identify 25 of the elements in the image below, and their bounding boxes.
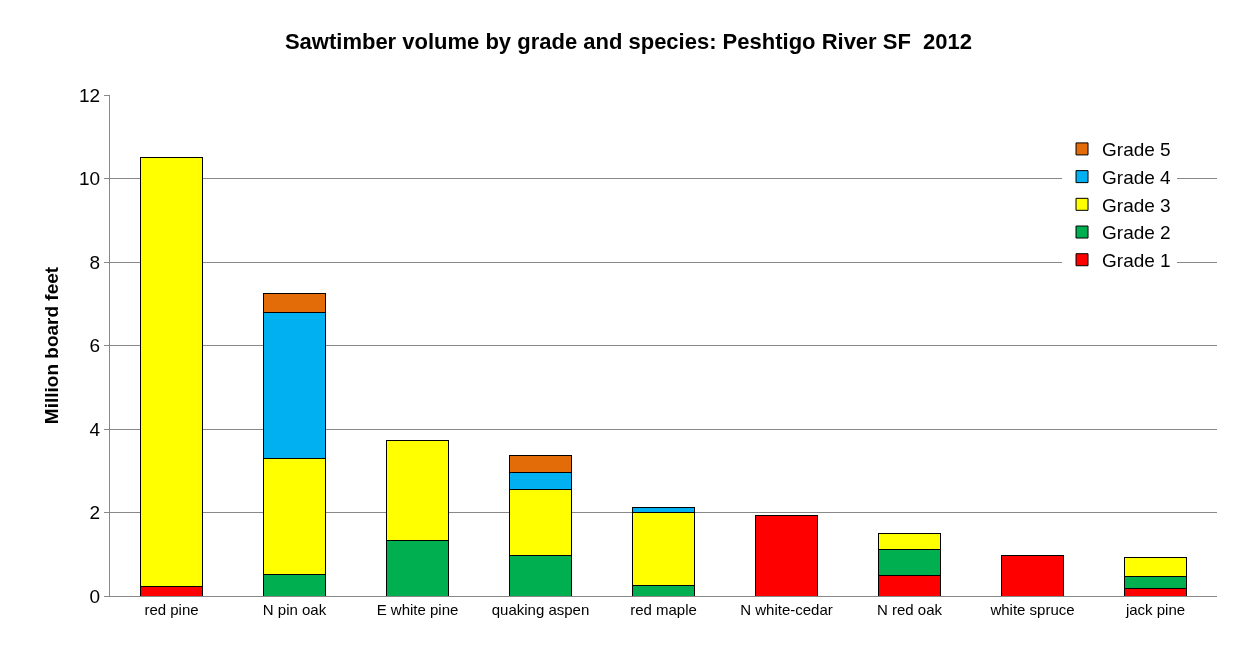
y-tick-label: 2 [89,502,101,524]
bar [755,515,818,596]
legend-label: Grade 5 [1102,139,1171,161]
legend-label: Grade 3 [1102,194,1171,216]
x-tick-label: N white-cedar [740,601,833,618]
x-tick-label: jack pine [1124,601,1186,618]
y-tick-label: 6 [89,335,101,357]
y-tick-label: 8 [89,251,101,273]
y-axis-title: Million board feet [40,266,62,425]
x-tick-label: quaking aspen [491,601,590,618]
legend-label: Grade 4 [1102,167,1172,189]
x-tick-label: E white pine [376,601,459,618]
legend-label: Grade 1 [1102,250,1171,272]
y-tick-label: 10 [79,168,101,190]
x-tick-label: N red oak [876,601,943,618]
x-tick-label: red maple [630,601,697,618]
x-tick-label: white spruce [989,601,1075,618]
y-tick-label: 12 [79,84,101,106]
chart-title: Sawtimber volume by grade and species: Peshtigo River SF 2012 [284,28,973,54]
x-tick-label: red pine [144,601,199,618]
y-tick-label: 0 [89,585,101,607]
x-tick-label: N pin oak [262,601,327,618]
bar [1001,555,1064,596]
legend-label: Grade 2 [1102,222,1171,244]
y-tick-label: 4 [89,418,101,440]
